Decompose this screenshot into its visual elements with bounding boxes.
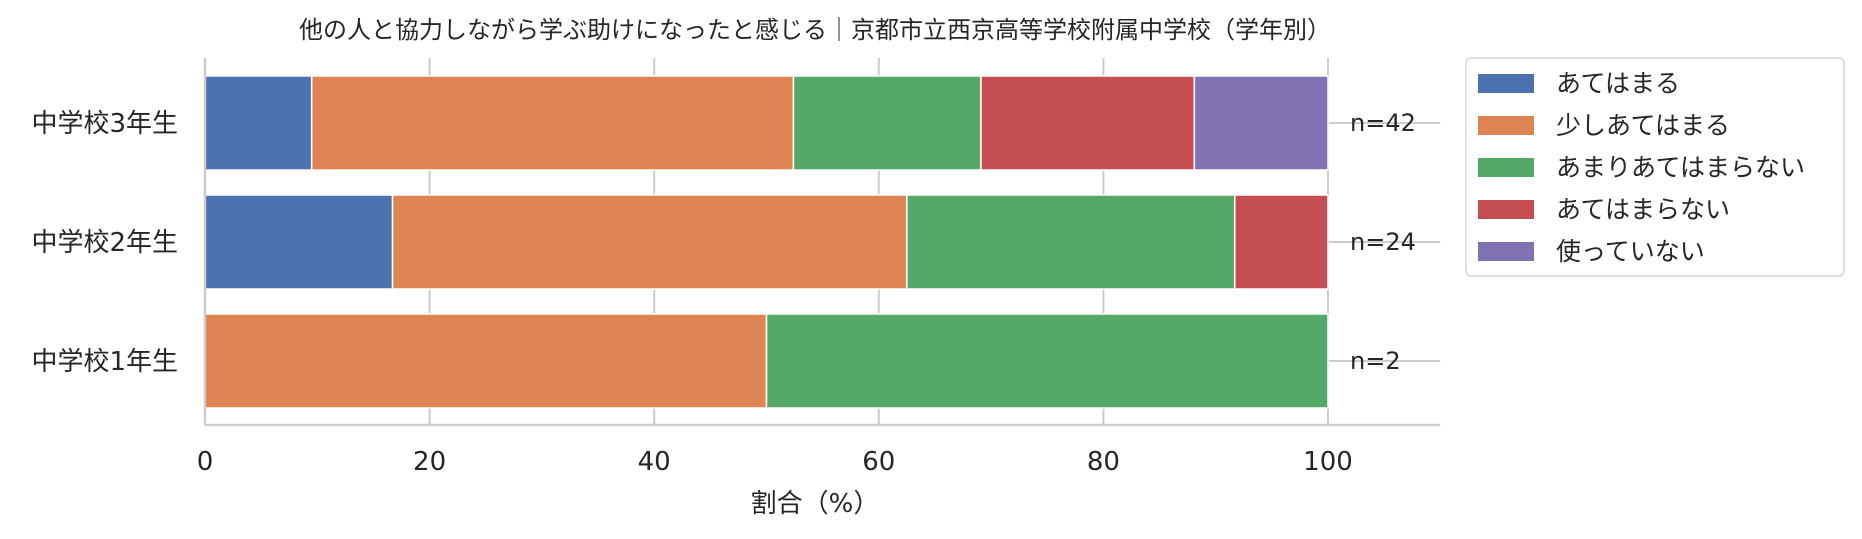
bar-segment xyxy=(765,313,1329,409)
legend-swatch xyxy=(1478,242,1534,261)
category-label: 中学校3年生 xyxy=(31,109,178,139)
bar-segment xyxy=(906,194,1236,290)
bar-segment xyxy=(980,75,1196,171)
legend-swatch xyxy=(1478,200,1534,219)
bars xyxy=(204,75,1329,409)
legend-label: あてはまる xyxy=(1556,69,1680,98)
bar-segment xyxy=(204,313,768,409)
legend-swatch xyxy=(1478,116,1534,135)
x-tick-label: 80 xyxy=(1087,447,1120,477)
bar-segment xyxy=(1234,194,1329,290)
n-label: n=24 xyxy=(1350,228,1416,256)
bar-segment xyxy=(1193,75,1329,171)
legend-swatch xyxy=(1478,158,1534,177)
legend-label: 使っていない xyxy=(1556,237,1705,266)
n-label: n=42 xyxy=(1350,109,1416,137)
category-label: 中学校2年生 xyxy=(31,228,178,258)
legend-swatch xyxy=(1478,74,1534,93)
legend-label: 少しあてはまる xyxy=(1556,111,1730,140)
x-tick-label: 40 xyxy=(638,447,671,477)
axes: 0 20 40 60 80 100 xyxy=(197,58,1441,477)
bar-segment xyxy=(391,194,908,290)
bar-segment xyxy=(792,75,982,171)
n-labels: n=42 n=24 n=2 xyxy=(1350,109,1416,375)
x-axis-title: 割合（%） xyxy=(751,489,880,519)
bar-segment xyxy=(310,75,795,171)
x-tick-label: 0 xyxy=(197,447,214,477)
category-label: 中学校1年生 xyxy=(31,347,178,377)
bar-segment xyxy=(204,194,394,290)
n-label: n=2 xyxy=(1350,347,1401,375)
bar-segment xyxy=(204,75,313,171)
x-tick-label: 100 xyxy=(1303,447,1353,477)
legend-label: あてはまらない xyxy=(1556,195,1730,224)
chart-title: 他の人と協力しながら学ぶ助けになったと感じる｜京都市立西京高等学校附属中学校（学… xyxy=(299,16,1331,44)
legend-box xyxy=(1465,57,1845,277)
x-tick-label: 60 xyxy=(862,447,895,477)
legend-label: あまりあてはまらない xyxy=(1556,153,1805,182)
x-tick-label: 20 xyxy=(413,447,446,477)
